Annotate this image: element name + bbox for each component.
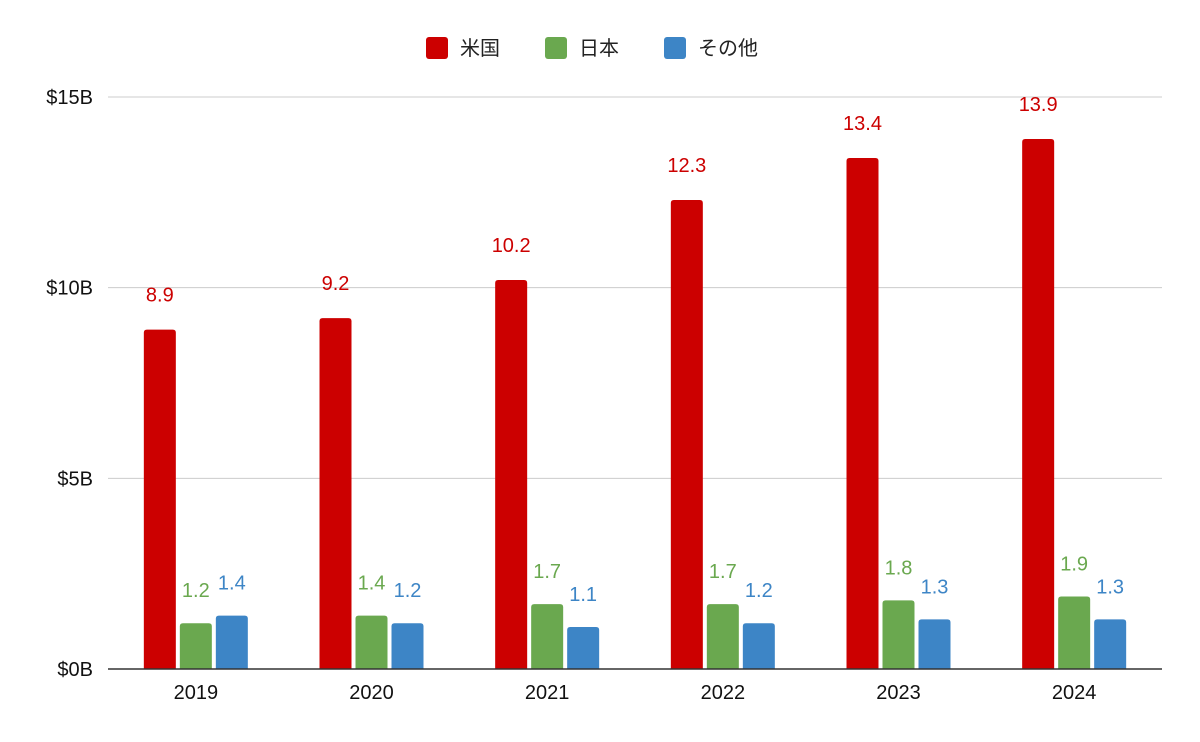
legend-swatch (664, 37, 686, 59)
bar-2021-日本 (531, 604, 564, 669)
bar-2020-その他 (391, 623, 424, 669)
legend-item: その他 (664, 37, 758, 60)
bar-2019-日本 (179, 623, 212, 669)
legend-label: 日本 (579, 37, 619, 60)
chart-legend: 米国 日本 その他 (426, 37, 758, 60)
data-labels: 8.9 1.2 1.4 9.2 1.4 1.2 10.2 1.7 1.1 12.3 1.7 1.2 13… (146, 94, 1124, 606)
bar-2024-その他 (1094, 619, 1127, 669)
data-label: 1.7 (533, 561, 561, 583)
bar-2023-米国 (846, 158, 879, 669)
bar-2019-米国 (143, 329, 176, 669)
bar-2020-日本 (355, 615, 388, 669)
data-label: 1.4 (358, 573, 386, 595)
data-label: 1.2 (745, 580, 773, 602)
data-label: 1.2 (182, 580, 210, 602)
bars (143, 138, 1127, 670)
x-tick-label: 2022 (701, 682, 746, 704)
x-tick-label: 2019 (174, 682, 219, 704)
data-label: 10.2 (492, 235, 531, 257)
x-tick-label: 2024 (1052, 682, 1097, 704)
legend-item: 日本 (545, 37, 619, 60)
data-label: 1.7 (709, 561, 737, 583)
bar-2020-米国 (319, 318, 352, 669)
bar-2019-その他 (215, 615, 248, 669)
bar-2024-日本 (1058, 596, 1091, 669)
y-axis-ticks: $0B $5B $10B $15B (46, 87, 93, 681)
data-label: 1.3 (1096, 576, 1124, 598)
bar-2024-米国 (1022, 138, 1055, 670)
data-label: 1.3 (921, 576, 949, 598)
x-tick-label: 2020 (349, 682, 394, 704)
data-label: 1.8 (885, 557, 913, 579)
bar-2021-米国 (495, 280, 528, 669)
x-axis-ticks: 2019 2020 2021 2022 2023 2024 (174, 682, 1097, 704)
y-tick-label: $10B (46, 278, 93, 300)
data-label: 1.1 (569, 584, 597, 606)
bar-2022-その他 (742, 623, 775, 669)
data-label: 8.9 (146, 285, 174, 307)
data-label: 9.2 (322, 273, 350, 295)
x-tick-label: 2023 (876, 682, 921, 704)
data-label: 1.4 (218, 573, 246, 595)
legend-item: 米国 (426, 37, 500, 60)
bar-2023-日本 (882, 600, 915, 669)
y-tick-label: $0B (57, 659, 93, 681)
bar-2023-その他 (918, 619, 951, 669)
data-label: 13.9 (1019, 94, 1058, 116)
y-tick-label: $15B (46, 87, 93, 109)
data-label: 13.4 (843, 113, 882, 135)
bar-2021-その他 (567, 627, 600, 669)
gridlines (108, 96, 1162, 479)
data-label: 1.2 (394, 580, 422, 602)
bar-2022-米国 (670, 199, 703, 669)
data-label: 12.3 (667, 155, 706, 177)
bar-2022-日本 (706, 604, 739, 669)
y-tick-label: $5B (57, 468, 93, 490)
legend-swatch (545, 37, 567, 59)
x-tick-label: 2021 (525, 682, 570, 704)
legend-label: その他 (698, 37, 758, 60)
data-label: 1.9 (1060, 554, 1088, 576)
legend-label: 米国 (460, 37, 500, 60)
legend-swatch (426, 37, 448, 59)
